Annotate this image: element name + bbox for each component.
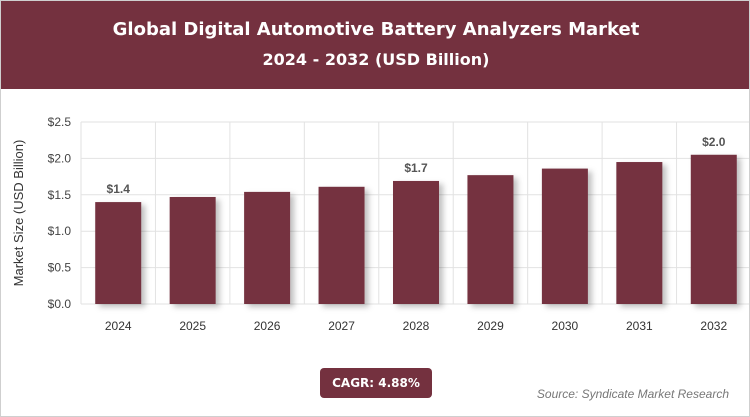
cagr-badge: CAGR: 4.88% [320,368,432,398]
x-tick-label: 2031 [626,319,653,333]
data-label: $1.7 [404,161,428,175]
data-label: $2.0 [702,135,726,149]
bar [541,168,588,304]
bar [467,175,514,304]
y-tick-label: $1.0 [48,224,72,238]
chart-title: Global Digital Automotive Battery Analyz… [112,19,640,40]
bar [690,154,737,304]
x-tick-label: 2027 [328,319,355,333]
bar [616,162,663,304]
chart-header: Global Digital Automotive Battery Analyz… [1,1,749,89]
y-tick-label: $1.5 [48,188,72,202]
x-tick-label: 2025 [179,319,206,333]
bar [393,180,439,304]
y-tick-label: $2.5 [48,115,72,129]
x-tick-label: 2029 [477,319,504,333]
x-tick-label: 2026 [254,319,281,333]
bar [244,191,291,304]
x-tick-label: 2032 [700,319,727,333]
y-tick-label: $0.0 [48,297,72,311]
y-tick-label: $2.0 [48,151,72,165]
x-tick-label: 2030 [552,319,579,333]
source-note: Source: Syndicate Market Research [536,387,729,401]
bar [318,186,365,304]
x-tick-label: 2028 [403,319,430,333]
chart-subtitle: 2024 - 2032 (USD Billion) [262,50,490,69]
bar [169,196,216,304]
y-tick-label: $0.5 [48,261,72,275]
y-axis-label: Market Size (USD Billion) [11,140,26,287]
bar [95,202,142,304]
x-tick-label: 2024 [105,319,132,333]
data-label: $1.4 [107,182,131,196]
